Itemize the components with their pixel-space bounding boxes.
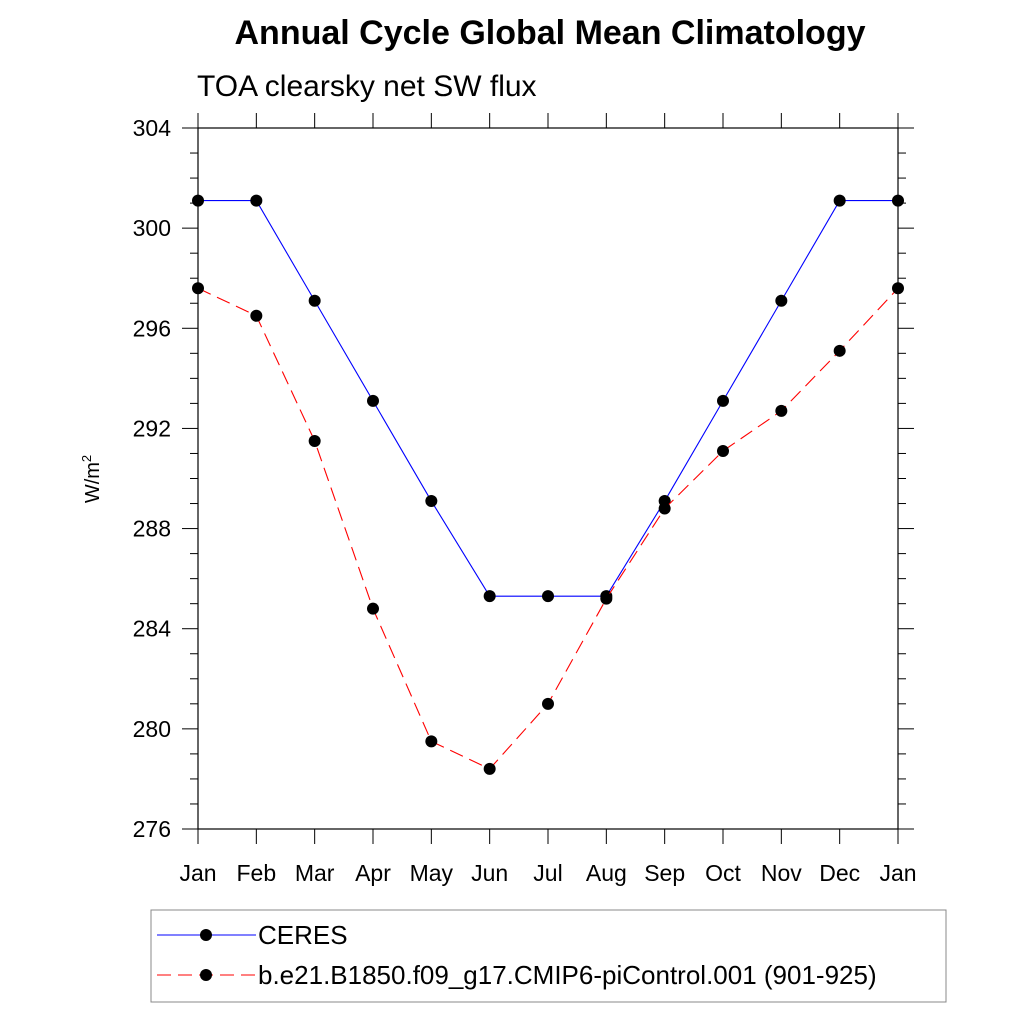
series-2-point	[367, 602, 379, 615]
series-1-point	[483, 590, 496, 603]
series-2-point	[192, 282, 204, 295]
y-tick-label: 296	[133, 315, 171, 341]
series-1-point	[367, 394, 379, 407]
y-tick-label: 304	[133, 115, 172, 141]
x-tick-label: Dec	[819, 860, 860, 886]
x-tick-label: Jan	[879, 860, 916, 886]
series-1-point	[833, 194, 846, 207]
series-2-point	[308, 434, 321, 447]
y-tick-label: 276	[133, 816, 171, 842]
series-1-point	[425, 495, 438, 508]
x-tick-label: Nov	[761, 860, 802, 886]
series-1-point	[308, 294, 321, 307]
chart-title: Annual Cycle Global Mean Climatology	[234, 14, 866, 52]
plot-frame	[197, 127, 899, 830]
legend-2-swatch-marker	[200, 969, 212, 981]
x-tick-label: Apr	[355, 860, 391, 886]
series-1-point	[542, 590, 554, 603]
x-tick-label: May	[410, 860, 454, 886]
series-2-point	[892, 282, 904, 295]
x-tick-label: Mar	[295, 860, 335, 886]
series-2-point	[425, 735, 438, 748]
y-tick-label: 284	[133, 616, 172, 642]
x-tick-label: Jun	[471, 860, 508, 886]
series-2-point	[542, 697, 554, 710]
x-tick-label: Aug	[586, 860, 627, 886]
series-2-point	[658, 502, 671, 515]
x-tick-label: Jan	[179, 860, 216, 886]
legend-2-label: b.e21.B1850.f09_g17.CMIP6-piControl.001 …	[258, 960, 877, 990]
series-1-point	[250, 194, 263, 207]
x-tick-label: Jul	[533, 860, 562, 886]
series-2-line	[197, 287, 899, 770]
x-tick-label: Feb	[237, 860, 277, 886]
y-tick-label: 288	[133, 516, 171, 542]
x-tick-label: Sep	[644, 860, 685, 886]
y-tick-label: 300	[133, 215, 171, 241]
series-2-point	[483, 762, 496, 775]
series-1-point	[717, 394, 729, 407]
series-1-point	[192, 194, 204, 207]
series-2-point	[600, 592, 613, 605]
chart-subtitle: TOA clearsky net SW flux	[197, 70, 537, 103]
series-2-point	[775, 404, 788, 417]
y-tick-label: 280	[133, 716, 171, 742]
x-tick-label: Oct	[705, 860, 741, 886]
series-2-point	[250, 309, 263, 322]
series-1-point	[892, 194, 904, 207]
series-2-point	[717, 444, 729, 457]
series-2-point	[833, 344, 846, 357]
legend-box	[150, 909, 947, 1003]
y-tick-label: 292	[133, 415, 171, 441]
series-1-point	[775, 294, 788, 307]
legend-1-label: CERES	[258, 920, 348, 950]
legend-1-swatch-marker	[200, 929, 212, 941]
